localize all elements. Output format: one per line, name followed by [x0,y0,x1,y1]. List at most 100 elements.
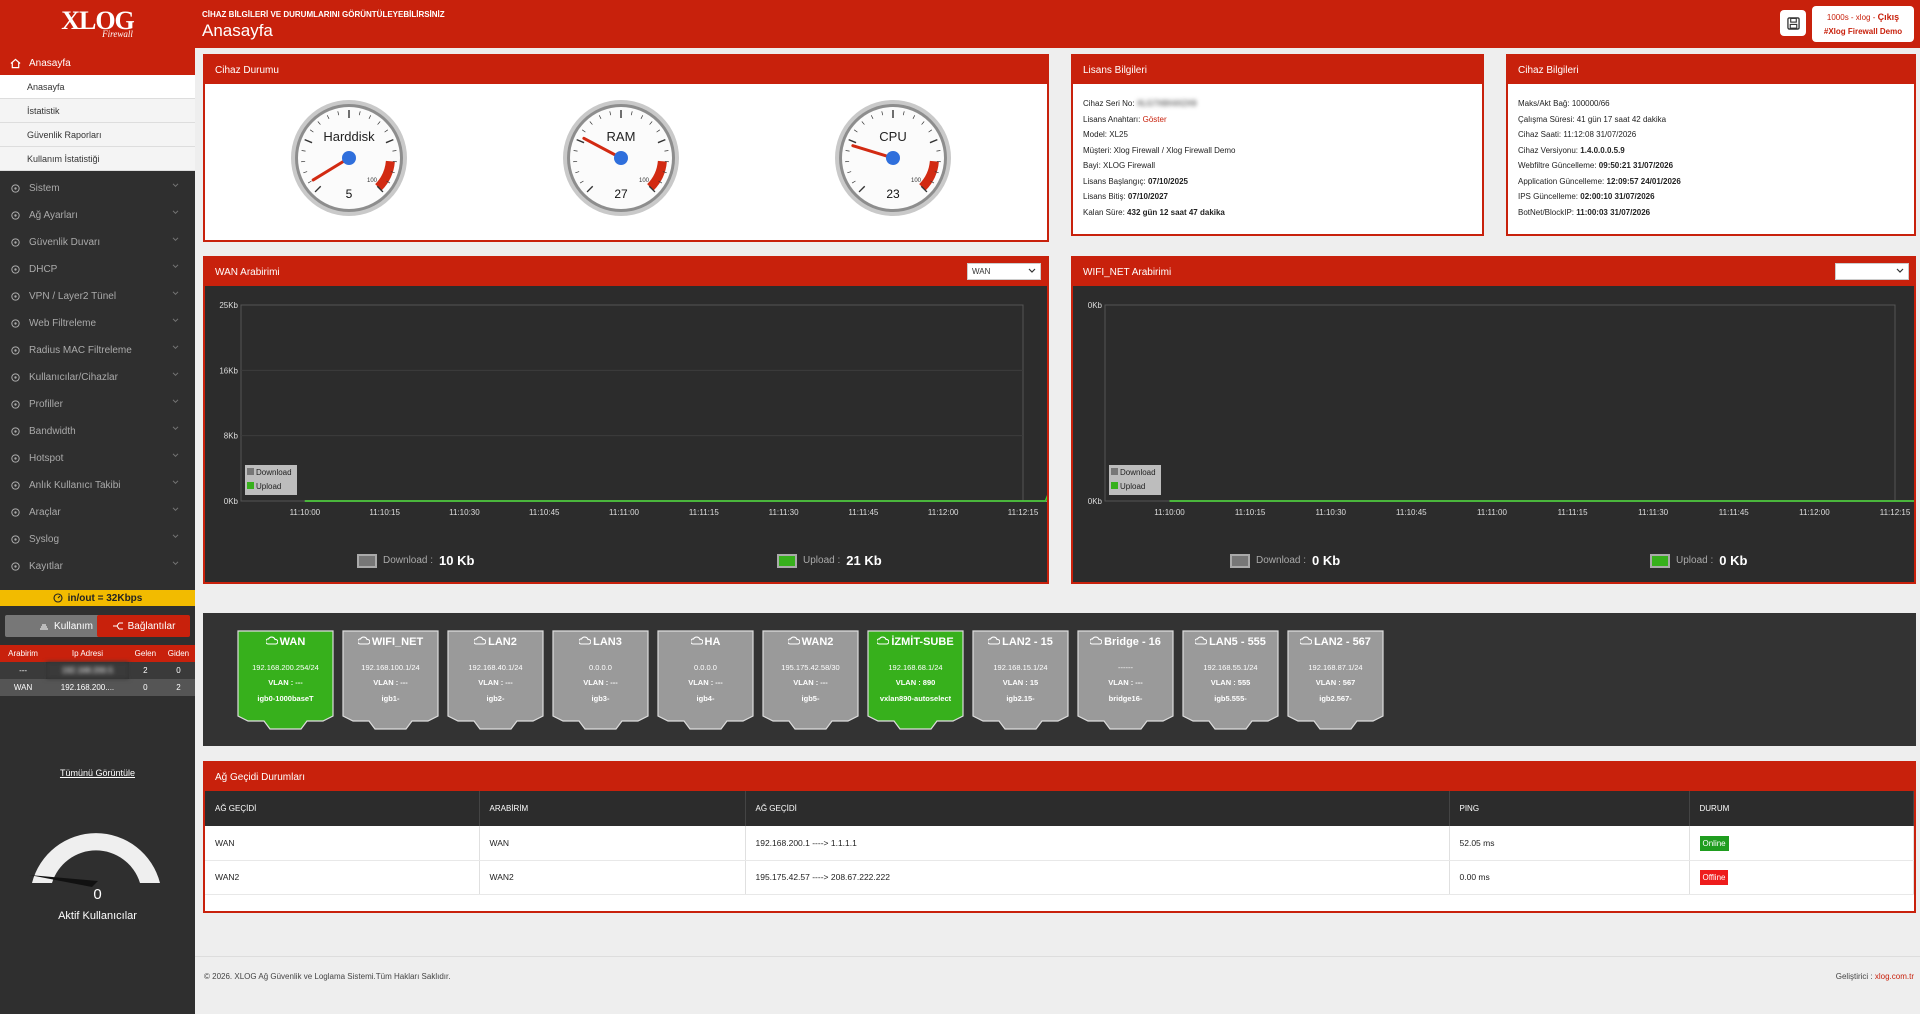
interface-card-wan[interactable]: WAN 192.168.200.254/24 VLAN : --- igb0-1000… [237,630,334,730]
sidebar-subitem-kullanim-istatistigi[interactable]: Kullanım İstatistiği [0,147,195,171]
gauge-tick [845,150,850,152]
sidebar-item-bandwidth[interactable]: Bandwidth [0,418,195,445]
sidebar-item-hotspot[interactable]: Hotspot [0,445,195,472]
sidebar-item-g-venlik-duvar[interactable]: Güvenlik Duvarı [0,229,195,256]
gateway-status-panel: Ağ Geçidi Durumları AĞ GEÇİDİ ARABİRİM A… [203,761,1916,913]
gauge-tick [304,138,313,144]
x-tick-label: 11:10:00 [290,508,321,517]
interface-card-wan2[interactable]: WAN2 195.175.42.58/30 VLAN : --- igb5- [762,630,859,730]
sidebar-item-dhcp[interactable]: DHCP [0,256,195,283]
sidebar-subitem-istatistik[interactable]: İstatistik [0,99,195,123]
cell-interface: WAN2 [479,860,746,895]
sitemap-icon [11,265,20,274]
device-info-row: Application Güncelleme: 12:09:57 24/01/2… [1518,174,1914,190]
interface-card-wifi-net[interactable]: WIFI_NET 192.168.100.1/24 VLAN : --- igb1- [342,630,439,730]
interface-card-shape [1077,630,1174,730]
interface-name: LAN3 [552,636,649,648]
footer-copyright: © 2026. XLOG Ağ Güvenlik ve Loglama Sist… [204,972,451,981]
interface-device: igb2.567- [1319,694,1352,703]
wan-interface-select[interactable]: WAN [967,263,1041,280]
gauge-tick [921,121,925,125]
upload-value: 0 Kb [1719,553,1748,568]
chevron-down-icon [1896,268,1904,273]
x-tick-label: 11:10:15 [369,508,400,517]
usage-button[interactable]: Kullanım [5,615,127,637]
sidebar-item-profiller[interactable]: Profiller [0,391,195,418]
sidebar-subitem-guvenlik-raporlari[interactable]: Güvenlik Raporları [0,123,195,147]
view-all-link[interactable]: Tümünü Görüntüle [59,768,136,778]
interface-card-lan2-567[interactable]: LAN2 - 567 192.168.87.1/24 VLAN : 567 igb2.… [1287,630,1384,730]
legend-label-upload: Upload [256,482,281,491]
gauge-tick [662,171,667,174]
cell-interface: --- [0,662,47,679]
sidebar-item-syslog[interactable]: Syslog [0,526,195,553]
interface-ip: 192.168.200.254/24 [252,663,319,672]
interface-card-lan3[interactable]: LAN3 0.0.0.0 VLAN : --- igb3- [552,630,649,730]
sidebar-item-label: Radius MAC Filtreleme [29,345,132,356]
sidebar-item-kullan-c-lar-cihazlar[interactable]: Kullanıcılar/Cihazlar [0,364,195,391]
interface-card-lan2[interactable]: LAN2 192.168.40.1/24 VLAN : --- igb2- [447,630,544,730]
device-info-body: Maks/Akt Bağ: 100000/66 Çalışma Süresi: 4… [1508,84,1914,220]
gauge-tick [648,185,656,193]
interface-card-bridge-16[interactable]: Bridge - 16 ------ VLAN : --- bridge16- [1077,630,1174,730]
y-tick-label: 16Kb [219,366,238,375]
sidebar-item-label: Hotspot [29,453,64,464]
license-start-row: Lisans Başlangıç: 07/10/2025 [1083,174,1482,190]
download-swatch [1230,553,1250,568]
legend-swatch-upload [1111,482,1118,489]
gauge-dial: CPU 100 23 [835,100,951,216]
interface-card-i-zmi-t-sube[interactable]: İZMİT-SUBE 192.168.68.1/24 VLAN : 890 vxlan… [867,630,964,730]
chevron-down-icon [172,399,179,404]
sidebar-item-radius-mac-filtreleme[interactable]: Radius MAC Filtreleme [0,337,195,364]
interface-name: İZMİT-SUBE [867,636,964,648]
interface-ip: 192.168.100.1/24 [361,663,420,672]
wan-chart-panel: WAN Arabirimi WAN 0Kb 8Kb 16Kb 25Kb 11:10:00… [203,256,1049,584]
upload-summary: Upload : 0 Kb [1650,553,1747,568]
sidebar-item-kay-tlar[interactable]: Kayıtlar [0,553,195,580]
interface-device: bridge16- [1108,694,1143,703]
col-header-ping: PING [1449,791,1690,826]
user-menu[interactable]: 1000s - xlog - Çıkış #Xlog Firewall Demo [1812,6,1914,42]
cloud-icon [786,636,800,645]
show-key-link[interactable]: Göster [1142,114,1167,124]
save-config-button[interactable] [1780,10,1806,36]
connections-icon [112,622,123,630]
network-icon [11,211,20,220]
sidebar-item-anl-k-kullan-c-takibi[interactable]: Anlık Kullanıcı Takibi [0,472,195,499]
sidebar-item-anasayfa[interactable]: Anasayfa [0,51,195,75]
sidebar-item-web-filtreleme[interactable]: Web Filtreleme [0,310,195,337]
panel-title: Ağ Geçidi Durumları [205,763,1914,791]
x-tick-label: 11:11:00 [609,508,640,517]
cell-in: 0 [128,679,162,696]
sidebar-item-a-ayarlar[interactable]: Ağ Ayarları [0,202,195,229]
interface-ip: 192.168.87.1/24 [1308,663,1363,672]
y-tick-label: 0Kb [1088,497,1103,506]
col-header: Arabirim [0,645,47,662]
interface-card-lan2-15[interactable]: LAN2 - 15 192.168.15.1/24 VLAN : 15 igb2.15… [972,630,1069,730]
download-swatch [357,553,377,568]
interface-card-ha[interactable]: HA 0.0.0.0 VLAN : --- igb4- [657,630,754,730]
series-area-download [305,423,1047,501]
logout-link[interactable]: Çıkış [1877,12,1900,22]
gauge-hub [886,151,900,165]
connections-button[interactable]: Bağlantılar [97,615,190,637]
sidebar-subitem-anasayfa[interactable]: Anasayfa [0,75,195,99]
interface-vlan: VLAN : --- [1108,678,1143,687]
sidebar-item-vpn-layer2-t-nel[interactable]: VPN / Layer2 Tünel [0,283,195,310]
wifi-interface-select[interactable] [1835,263,1909,280]
chart-icon [11,481,20,490]
sidebar-item-sistem[interactable]: Sistem [0,175,195,202]
logo[interactable]: XLOG Firewall [0,0,195,48]
gauge-tick [598,115,602,119]
cell-gateway: WAN2 [205,860,480,895]
interface-card-lan5-555[interactable]: LAN5 - 555 192.168.55.1/24 VLAN : 555 igb5.… [1182,630,1279,730]
cloud-icon [1089,636,1103,645]
interface-card-shape [447,630,544,730]
developer-link[interactable]: xlog.com.tr [1874,972,1914,981]
interfaces-strip: WAN 192.168.200.254/24 VLAN : --- igb0-1000… [203,613,1916,746]
sidebar-item-ara-lar[interactable]: Araçlar [0,499,195,526]
table-row: WAN2 WAN2 195.175.42.57 ----> 208.67.222… [205,860,1914,895]
cell-gateway: WAN [205,826,480,861]
gauge-tick [630,111,633,116]
interface-name-label: İZMİT-SUBE [891,636,954,648]
